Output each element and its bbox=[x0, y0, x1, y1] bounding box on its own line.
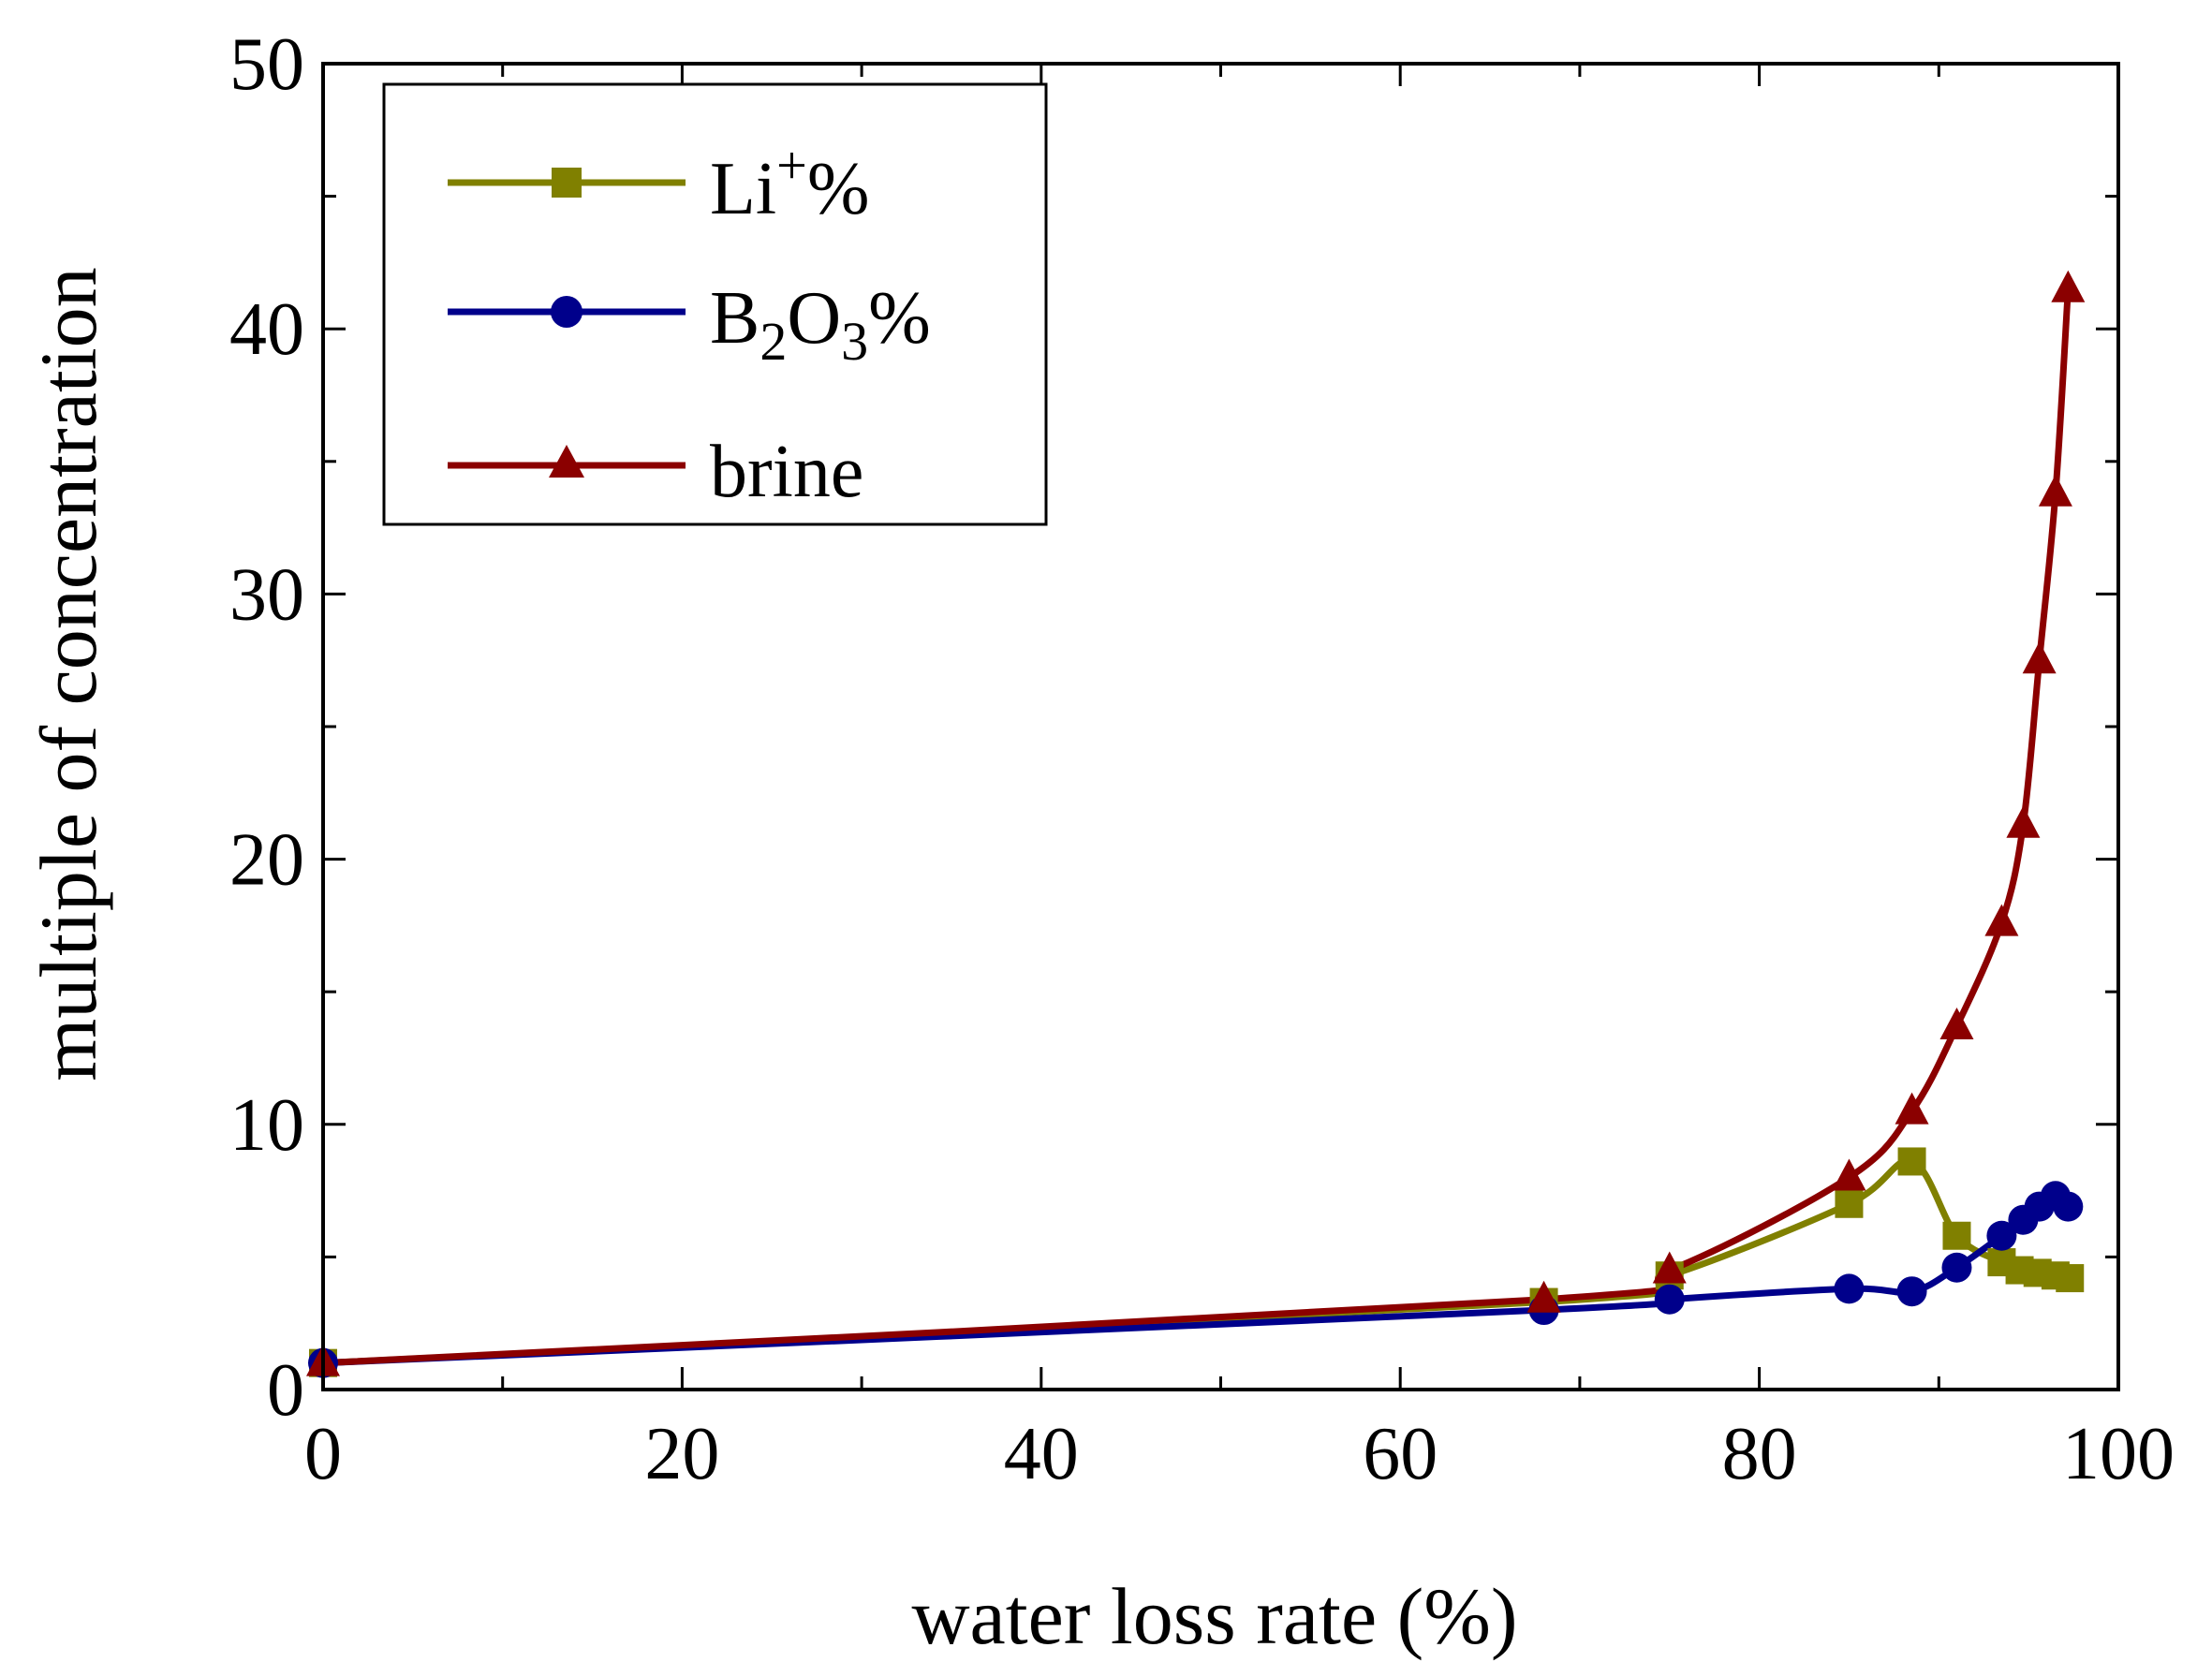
x-tick-label: 40 bbox=[1004, 1413, 1079, 1495]
y-tick-label: 40 bbox=[229, 288, 304, 371]
data-point-brine bbox=[2051, 270, 2086, 302]
data-point-b2o3 bbox=[1986, 1220, 2017, 1251]
x-tick-label: 60 bbox=[1363, 1413, 1438, 1495]
ticks: 0 20 40 60 80 100 0 10 20 30 40 50 bbox=[229, 23, 2175, 1495]
data-point-li bbox=[1942, 1221, 1971, 1250]
legend-marker-b2o3 bbox=[551, 296, 582, 328]
data-point-brine bbox=[2038, 474, 2072, 507]
series-line-li bbox=[322, 1157, 2071, 1367]
x-tick-label: 100 bbox=[2062, 1413, 2175, 1495]
legend-entry-brine: brine bbox=[448, 431, 863, 513]
y-tick-label: 10 bbox=[229, 1084, 304, 1167]
data-point-li bbox=[2056, 1264, 2085, 1293]
data-point-brine bbox=[1652, 1251, 1687, 1284]
x-axis-title: water loss rate (%) bbox=[911, 1571, 1517, 1661]
x-tick-label: 0 bbox=[304, 1413, 342, 1495]
data-point-b2o3 bbox=[1896, 1276, 1927, 1307]
legend-marker-brine bbox=[549, 445, 584, 478]
legend-marker-li bbox=[552, 168, 582, 198]
data-point-li bbox=[1897, 1147, 1926, 1176]
data-point-brine bbox=[1895, 1092, 1929, 1125]
data-point-li bbox=[1835, 1189, 1864, 1218]
y-tick-label: 0 bbox=[267, 1349, 304, 1432]
x-tick-label: 80 bbox=[1722, 1413, 1797, 1495]
legend-box bbox=[382, 82, 1048, 526]
data-point-b2o3 bbox=[1654, 1284, 1685, 1315]
y-tick-label: 20 bbox=[229, 819, 304, 902]
data-point-brine bbox=[1832, 1158, 1866, 1191]
y-tick-label: 30 bbox=[229, 553, 304, 636]
x-tick-label: 20 bbox=[644, 1413, 719, 1495]
data-point-b2o3 bbox=[1941, 1252, 1972, 1283]
legend-label-brine: brine bbox=[710, 431, 863, 513]
y-tick-label: 50 bbox=[229, 23, 304, 106]
data-point-b2o3 bbox=[2053, 1191, 2084, 1222]
y-axis-title: multiple of concentration bbox=[23, 267, 113, 1081]
data-point-brine bbox=[1939, 1008, 1974, 1040]
plot-markers bbox=[306, 270, 2086, 1378]
legend: Li+% B2O3% brine bbox=[382, 82, 1048, 526]
legend-entry-b2o3: B2O3% bbox=[448, 277, 931, 372]
legend-entry-li: Li+% bbox=[448, 135, 869, 230]
legend-label-li: Li+% bbox=[710, 135, 869, 230]
legend-label-b2o3: B2O3% bbox=[710, 277, 931, 372]
data-point-brine bbox=[2022, 641, 2057, 674]
data-point-brine bbox=[1526, 1280, 1561, 1313]
data-point-brine bbox=[2006, 805, 2041, 838]
data-point-b2o3 bbox=[1834, 1273, 1865, 1304]
data-point-brine bbox=[1984, 904, 2019, 936]
